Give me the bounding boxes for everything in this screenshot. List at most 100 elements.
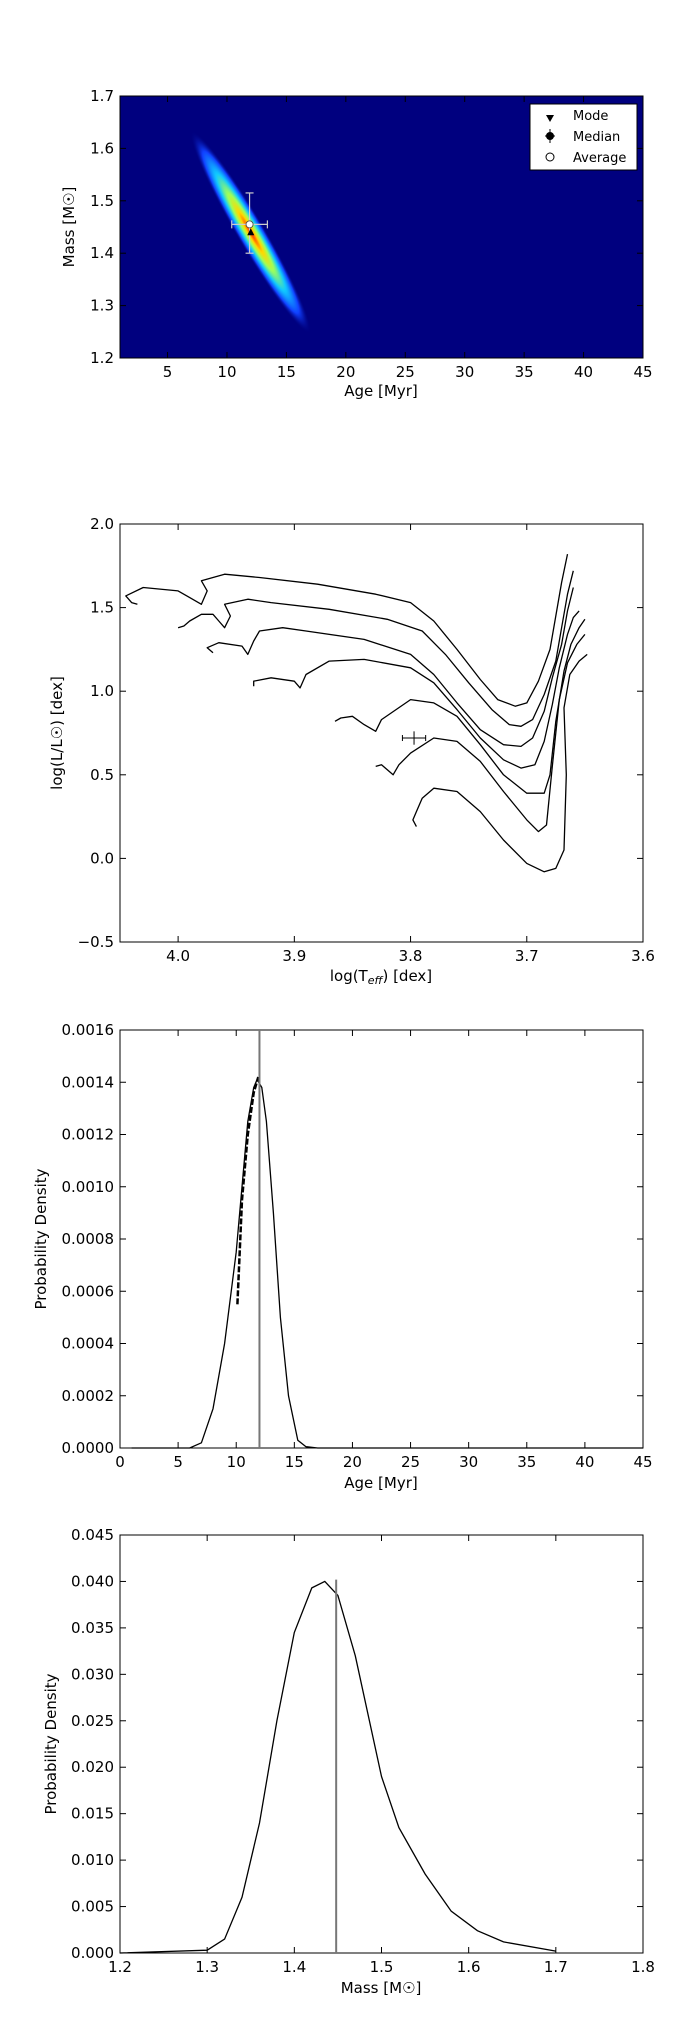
y-tick-label: 0.0016 — [62, 1021, 115, 1039]
x-tick-label: 1.3 — [195, 1958, 219, 1976]
x-tick-label: 0 — [115, 1453, 125, 1471]
x-tick-label: 40 — [574, 363, 593, 381]
x-tick-label: 1.4 — [282, 1958, 306, 1976]
legend-entry-average: Average — [573, 151, 626, 166]
y-tick-label: 0.0000 — [62, 1439, 115, 1457]
x-tick-label: 4.0 — [166, 947, 190, 965]
y-tick-label: 0.015 — [71, 1805, 114, 1823]
x-tick-label: 1.5 — [370, 1958, 394, 1976]
x-tick-label: 20 — [336, 363, 355, 381]
x-tick-label: 40 — [575, 1453, 594, 1471]
y-tick-label: 0.020 — [71, 1758, 114, 1776]
x-tick-label: 1.7 — [544, 1958, 568, 1976]
x-tick-label: 35 — [517, 1453, 536, 1471]
x-axis-ticks: 4.0 3.9 3.8 3.7 3.6 — [166, 524, 655, 965]
observed-star-errorbar — [401, 731, 427, 745]
y-tick-label: 2.0 — [90, 515, 114, 533]
y-tick-label: 1.0 — [90, 682, 114, 700]
y-tick-label: −0.5 — [78, 933, 114, 951]
x-tick-label: 10 — [217, 363, 236, 381]
isochrone-2 — [177, 570, 574, 727]
plot-frame — [119, 523, 644, 943]
x-tick-label: 5 — [173, 1453, 183, 1471]
average-legend-icon — [545, 152, 555, 162]
age-pdf-dashed-segment — [236, 1076, 260, 1305]
y-tick-label: 0.035 — [71, 1619, 114, 1637]
y-tick-label: 0.0002 — [62, 1387, 115, 1405]
x-tick-label: 35 — [515, 363, 534, 381]
isochrone-3 — [206, 587, 574, 748]
x-tick-label: 25 — [396, 363, 415, 381]
x-axis-ticks: 0 5 10 15 20 25 30 35 40 45 — [115, 1030, 653, 1471]
panel-age-pdf: 0 5 10 15 20 25 30 35 40 45 0.00000.00020.00040.0… — [32, 1021, 653, 1492]
y-tick-label: 0.0006 — [62, 1282, 115, 1300]
y-tick-label: 1.5 — [90, 192, 114, 210]
isochrone-4 — [253, 610, 580, 769]
panel-hr-diagram: 4.0 3.9 3.8 3.7 3.6 −0.5 0.0 0.5 1.0 1.5 2.0 log(… — [48, 515, 655, 987]
age-pdf-curve — [131, 1076, 643, 1449]
x-tick-label: 3.8 — [399, 947, 423, 965]
legend-entry-mode: Mode — [573, 109, 608, 124]
y-tick-label: 0.005 — [71, 1898, 114, 1916]
x-axis-label: log(Teff) [dex] — [330, 967, 432, 987]
isochrone-6 — [375, 633, 586, 833]
plot-frame — [119, 95, 644, 359]
x-axis-label: Age [Myr] — [344, 382, 417, 400]
x-tick-label: 3.6 — [631, 947, 655, 965]
y-axis-label: Mass [M☉] — [60, 187, 78, 268]
panel-mass-pdf: 1.2 1.3 1.4 1.5 1.6 1.7 1.8 0.0000.0050.0100.0… — [42, 1526, 655, 1997]
y-axis-ticks: 1.2 1.3 1.4 1.5 1.6 1.7 — [90, 87, 643, 367]
median-legend-icon — [545, 129, 555, 143]
mode-legend-icon — [546, 115, 554, 122]
y-axis-label: Probability Density — [42, 1673, 60, 1814]
x-tick-label: 15 — [285, 1453, 304, 1471]
y-tick-label: 0.0014 — [62, 1073, 115, 1091]
y-tick-label: 0.040 — [71, 1572, 114, 1590]
y-tick-label: 1.7 — [90, 87, 114, 105]
y-tick-label: 0.030 — [71, 1665, 114, 1683]
y-axis-ticks: −0.5 0.0 0.5 1.0 1.5 2.0 — [78, 515, 643, 951]
x-tick-label: 20 — [343, 1453, 362, 1471]
isochrone-tracks — [125, 553, 588, 873]
x-tick-label: 25 — [401, 1453, 420, 1471]
y-tick-label: 0.0008 — [62, 1230, 115, 1248]
legend-entry-median: Median — [573, 130, 620, 145]
x-axis-ticks: 5 10 15 20 25 30 35 40 45 — [163, 96, 653, 381]
y-axis-label: Probability Density — [32, 1168, 50, 1309]
y-tick-label: 0.0 — [90, 849, 114, 867]
mass-pdf-line — [119, 1580, 556, 1954]
x-tick-label: 15 — [277, 363, 296, 381]
x-tick-label: 3.7 — [515, 947, 539, 965]
y-tick-label: 0.0012 — [62, 1126, 115, 1144]
isochrone-7 — [412, 653, 588, 873]
x-axis-ticks: 1.2 1.3 1.4 1.5 1.6 1.7 1.8 — [108, 1535, 655, 1976]
median-marker — [231, 192, 268, 254]
y-axis-ticks: 0.000 0.005 0.010 0.015 0.020 0.025 0.030 0.035… — [71, 1526, 643, 1962]
y-tick-label: 1.6 — [90, 139, 114, 157]
legend: Mode Median Average — [529, 103, 638, 171]
x-tick-label: 1.2 — [108, 1958, 132, 1976]
x-tick-label: 3.9 — [282, 947, 306, 965]
x-tick-label: 45 — [633, 1453, 652, 1471]
y-tick-label: 1.4 — [90, 244, 114, 262]
x-tick-label: 1.6 — [457, 1958, 481, 1976]
average-marker — [245, 220, 254, 229]
mode-marker — [247, 228, 255, 236]
age-pdf-line — [131, 1078, 643, 1449]
plot-frame — [119, 1534, 644, 1954]
y-tick-label: 0.0004 — [62, 1335, 115, 1353]
y-tick-label: 1.2 — [90, 349, 114, 367]
y-tick-label: 0.000 — [71, 1944, 114, 1962]
y-axis-label: log(L/L☉) [dex] — [48, 676, 66, 790]
plot-frame — [119, 1029, 644, 1449]
x-axis-label: Mass [M☉] — [341, 1979, 422, 1997]
x-tick-label: 30 — [455, 363, 474, 381]
y-tick-label: 1.3 — [90, 297, 114, 315]
isochrone-5 — [334, 618, 586, 794]
panel-age-mass-heatmap: 5 10 15 20 25 30 35 40 45 1.2 1.3 1.4 1.5 1.6 1.7 Age… — [60, 87, 653, 400]
y-tick-label: 1.5 — [90, 599, 114, 617]
isochrone-1 — [125, 553, 569, 707]
x-tick-label: 1.8 — [631, 1958, 655, 1976]
x-axis-label: Age [Myr] — [344, 1474, 417, 1492]
